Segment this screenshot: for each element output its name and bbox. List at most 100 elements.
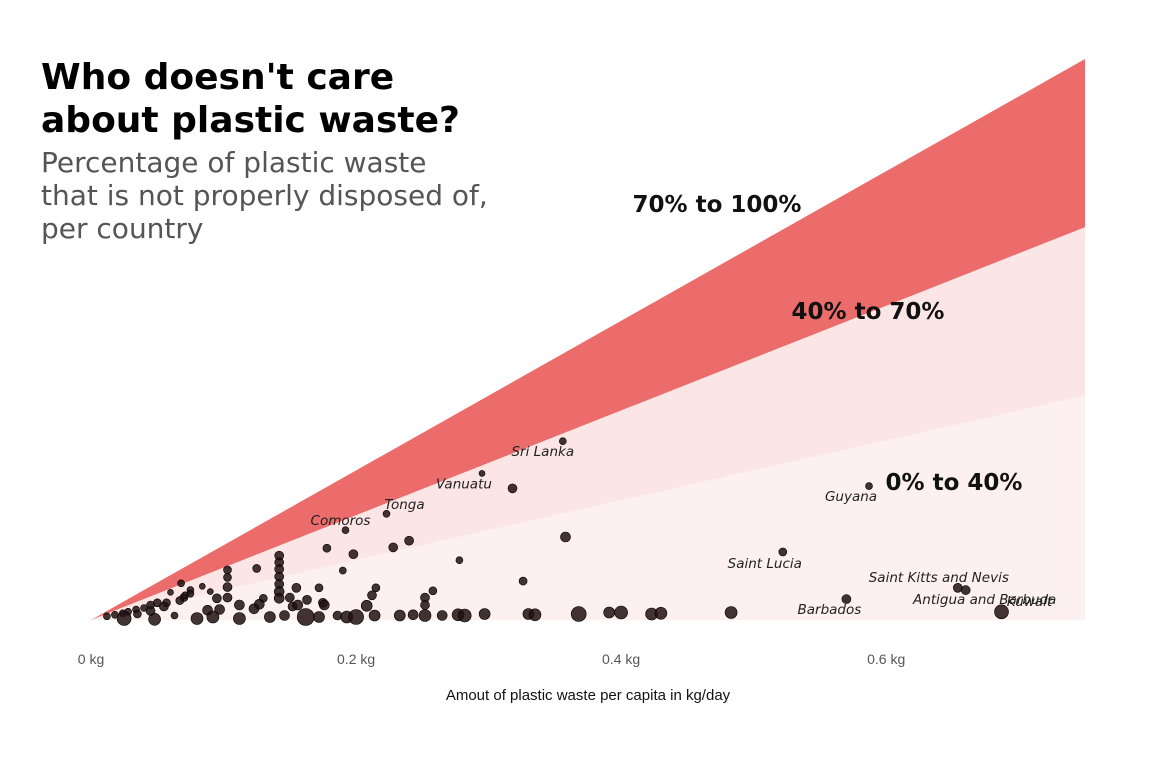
data-point — [418, 609, 432, 622]
data-point — [570, 606, 587, 622]
band-label-40-to-70: 40% to 70% — [792, 299, 945, 325]
band-label-0-to-40: 0% to 40% — [886, 470, 1023, 496]
data-point — [190, 612, 204, 625]
x-tick-label: 0 kg — [78, 651, 104, 667]
data-point — [284, 592, 295, 603]
data-point — [322, 543, 332, 553]
chart-title-line-1: Who doesn't care — [41, 57, 395, 98]
data-point — [234, 599, 245, 611]
data-point — [603, 606, 616, 619]
data-point — [313, 611, 325, 623]
data-point-tonga — [382, 509, 391, 518]
point-label-saint-lucia: Saint Lucia — [728, 556, 802, 572]
data-point — [159, 601, 169, 612]
data-point — [348, 609, 364, 625]
data-point-comoros — [341, 526, 350, 535]
data-point — [175, 596, 185, 605]
point-label-antigua-and-barbuda: Antigua and Barbuda — [912, 592, 1056, 608]
band-labels: 70% to 100% 40% to 70% 0% to 40% — [633, 192, 1023, 496]
data-point — [368, 609, 381, 622]
data-point — [478, 608, 491, 620]
data-point — [248, 603, 260, 615]
chart-title-line-2: about plastic waste? — [41, 100, 460, 141]
point-label-tonga: Tonga — [384, 497, 424, 513]
data-point — [177, 579, 185, 588]
data-point — [133, 609, 142, 619]
data-point — [148, 612, 161, 626]
data-point — [199, 582, 206, 590]
data-point — [206, 610, 220, 624]
data-point — [455, 556, 464, 565]
data-point — [207, 588, 214, 595]
data-point — [264, 611, 276, 623]
chart-title: Who doesn't care about plastic waste? — [41, 56, 511, 142]
data-point-barbados — [841, 594, 852, 604]
band-40-to-70 — [91, 227, 1085, 621]
data-point — [233, 612, 246, 625]
x-tick-label: 0.2 kg — [337, 651, 375, 667]
data-points — [103, 437, 1009, 626]
point-label-saint-kitts-and-nevis: Saint Kitts and Nevis — [869, 570, 1009, 586]
data-point — [654, 606, 668, 620]
data-point — [393, 609, 406, 622]
data-point — [314, 583, 324, 593]
data-point — [614, 605, 628, 620]
band-0-to-40 — [91, 395, 1085, 620]
data-point-vanuatu — [478, 470, 486, 477]
chart-subtitle: Percentage of plastic waste that is not … — [41, 146, 511, 245]
data-point — [252, 564, 262, 573]
data-point — [167, 588, 174, 596]
x-tick-label: 0.6 kg — [867, 651, 905, 667]
data-point — [116, 611, 132, 626]
data-point — [528, 608, 542, 622]
band-70-to-100 — [91, 59, 1085, 620]
data-point — [302, 594, 312, 605]
chart-subtitle-line-2: that is not properly disposed of, — [41, 179, 488, 212]
point-labels: Sri Lanka Vanuatu Tonga Comoros Guyana Saint … — [311, 444, 1057, 618]
point-label-kuwait: Kuwait — [1007, 594, 1053, 610]
data-point — [170, 611, 179, 620]
data-point — [457, 608, 472, 623]
point-label-barbados: Barbados — [798, 602, 862, 618]
ratio-bands — [91, 59, 1085, 621]
point-label-sri-lanka: Sri Lanka — [511, 444, 574, 460]
data-point — [318, 599, 330, 611]
data-point — [103, 612, 111, 621]
data-point-antigua-and-barbuda — [960, 585, 971, 595]
x-axis-ticks: 0 kg 0.2 kg 0.4 kg 0.6 kg — [78, 651, 906, 667]
data-point — [338, 566, 347, 575]
data-point — [367, 590, 377, 601]
data-point — [279, 610, 290, 621]
data-point — [407, 609, 419, 621]
data-point — [223, 573, 232, 582]
data-point — [724, 606, 738, 619]
x-axis-title: Amout of plastic waste per capita in kg/… — [446, 687, 731, 704]
point-label-vanuatu: Vanuatu — [436, 476, 492, 492]
data-point — [348, 549, 359, 560]
data-point — [436, 610, 448, 621]
data-point — [560, 531, 571, 543]
data-point — [388, 542, 399, 553]
chart-subtitle-line-3: per country — [41, 212, 204, 245]
data-point — [507, 483, 518, 494]
data-point — [332, 610, 343, 621]
data-point — [296, 608, 315, 626]
data-point — [371, 583, 381, 593]
data-point — [428, 586, 438, 596]
data-point-kuwait — [994, 604, 1009, 620]
point-label-guyana: Guyana — [825, 489, 877, 505]
data-point — [404, 535, 414, 546]
data-point — [292, 599, 304, 611]
data-point — [291, 582, 302, 593]
data-point — [420, 600, 430, 610]
x-tick-label: 0.4 kg — [602, 651, 640, 667]
chart-subtitle-line-1: Percentage of plastic waste — [41, 146, 427, 179]
point-label-comoros: Comoros — [311, 513, 371, 529]
data-point-sri-lanka — [558, 437, 567, 446]
data-point — [273, 592, 285, 604]
data-point — [223, 565, 232, 575]
data-point — [212, 593, 222, 604]
data-point — [360, 599, 373, 612]
band-label-70-to-100: 70% to 100% — [633, 192, 802, 218]
